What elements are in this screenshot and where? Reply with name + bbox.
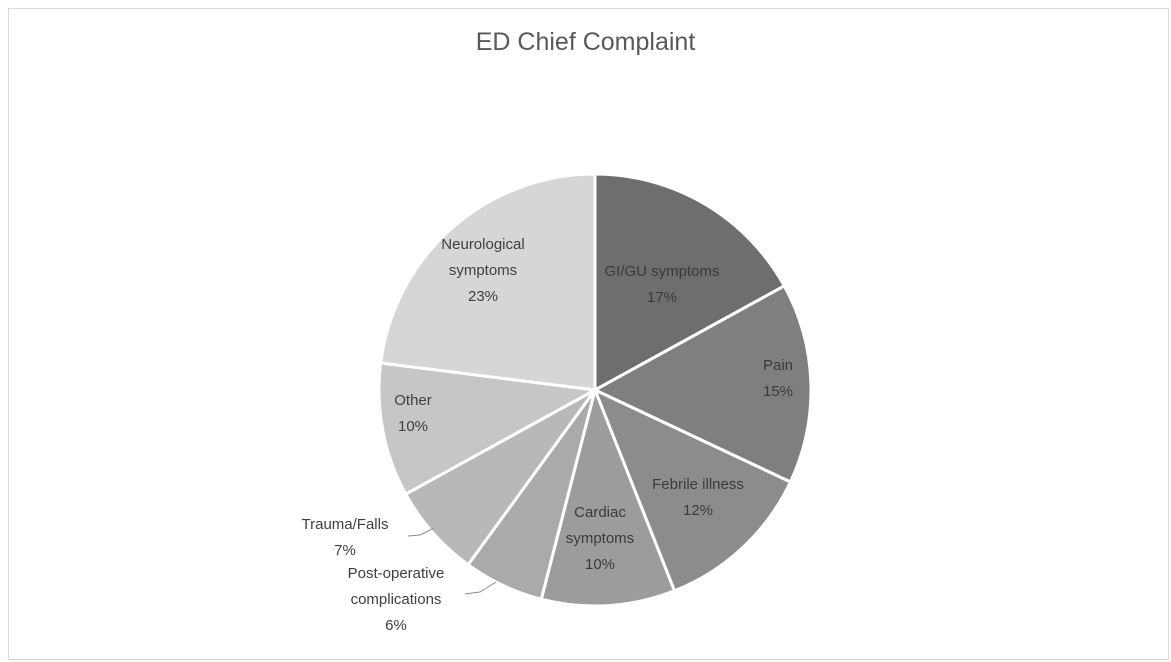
slice-percent-5: 7% — [334, 542, 356, 559]
slice-label-line-7-0: Neurological — [441, 236, 524, 253]
slice-label-4: Post-operative complications 6% — [348, 565, 445, 634]
slice-label-line-3-0: Cardiac — [574, 504, 626, 521]
slice-label-line-1-0: Pain — [763, 357, 793, 374]
slice-label-0: GI/GU symptoms 17% — [604, 263, 719, 306]
slice-label-line-0-0: GI/GU symptoms — [604, 263, 719, 280]
slice-label-line-4-1: complications — [351, 591, 442, 608]
slice-percent-7: 23% — [468, 288, 498, 305]
slice-percent-6: 10% — [398, 418, 428, 435]
slice-label-line-4-0: Post-operative — [348, 565, 445, 582]
slice-percent-2: 12% — [683, 502, 713, 519]
slice-label-1: Pain 15% — [763, 357, 793, 400]
pie-slice-7 — [379, 172, 597, 392]
slice-label-6: Other 10% — [394, 392, 432, 435]
pie-slice-0 — [593, 172, 787, 393]
slice-percent-0: 17% — [647, 289, 677, 306]
slice-label-line-5-0: Trauma/Falls — [302, 516, 389, 533]
chart-title: ED Chief Complaint — [475, 28, 696, 56]
slice-label-line-2-0: Febrile illness — [652, 476, 744, 493]
leader-line-4 — [464, 581, 497, 595]
slice-label-line-7-1: symptoms — [449, 262, 517, 279]
slice-label-line-6-0: Other — [394, 392, 432, 409]
slice-percent-1: 15% — [763, 383, 793, 400]
pie-slice-1 — [591, 283, 813, 484]
slice-percent-4: 6% — [385, 617, 407, 634]
pie-slice-3 — [539, 385, 677, 608]
slice-label-line-3-1: symptoms — [566, 530, 634, 547]
slice-label-2: Febrile illness 12% — [652, 476, 744, 519]
slice-percent-3: 10% — [585, 556, 615, 573]
slice-label-7: Neurological symptoms 23% — [441, 236, 524, 305]
pie-slice-6 — [377, 361, 600, 497]
leader-line-5 — [407, 527, 435, 537]
pie-slice-2 — [592, 387, 793, 593]
slice-label-3: Cardiac symptoms 10% — [566, 504, 634, 573]
slice-label-5: Trauma/Falls 7% — [302, 516, 389, 559]
